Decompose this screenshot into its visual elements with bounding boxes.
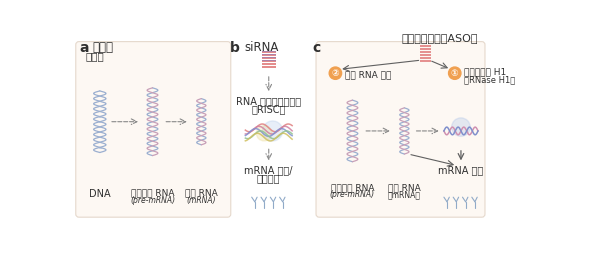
Text: 信使 RNA: 信使 RNA [185, 189, 218, 198]
Text: RNA 诱导沉默复合体: RNA 诱导沉默复合体 [236, 96, 301, 106]
Bar [262, 60, 276, 62]
Text: mRNA 降解/: mRNA 降解/ [245, 166, 293, 176]
Text: （RNase H1）: （RNase H1） [464, 76, 515, 85]
Text: 前体信使 RNA: 前体信使 RNA [331, 183, 374, 192]
Text: ②: ② [332, 69, 339, 78]
Circle shape [329, 67, 341, 79]
Text: 前体信使 RNA: 前体信使 RNA [131, 189, 174, 198]
FancyBboxPatch shape [316, 42, 485, 217]
Text: 信使 RNA: 信使 RNA [388, 183, 421, 192]
Bar [262, 63, 276, 64]
Bar [262, 66, 276, 68]
Text: 翻译抑制: 翻译抑制 [257, 173, 281, 183]
Bar [262, 54, 276, 56]
Text: b: b [230, 41, 240, 55]
Text: (pre-mRNA): (pre-mRNA) [130, 196, 175, 205]
Circle shape [263, 121, 283, 141]
Bar [420, 60, 431, 62]
Bar [262, 57, 276, 59]
Text: （mRNA）: （mRNA） [388, 190, 421, 199]
Circle shape [449, 67, 461, 79]
Bar [262, 63, 276, 65]
Bar [262, 57, 276, 58]
Text: c: c [312, 41, 320, 55]
Bar [420, 51, 431, 53]
Bar [420, 57, 431, 59]
Text: 调节 RNA 剪接: 调节 RNA 剪接 [346, 70, 392, 79]
Text: ①: ① [451, 69, 458, 78]
Bar [420, 48, 431, 50]
Text: （RISC）: （RISC） [251, 104, 286, 114]
Text: DNA: DNA [89, 189, 110, 199]
Text: 细胞核: 细胞核 [86, 52, 104, 62]
Text: (pre-mRNA): (pre-mRNA) [330, 190, 375, 199]
Bar [262, 60, 276, 61]
Text: 反义寡核苷酸（ASO）: 反义寡核苷酸（ASO） [401, 33, 478, 43]
Text: 细胞质: 细胞质 [92, 41, 113, 54]
Bar [420, 54, 431, 56]
Bar [262, 51, 276, 52]
Text: siRNA: siRNA [244, 41, 278, 54]
Bar [262, 51, 276, 53]
Text: a: a [80, 41, 89, 55]
Bar [420, 45, 431, 47]
Text: mRNA 降解: mRNA 降解 [439, 166, 484, 176]
FancyBboxPatch shape [76, 42, 231, 217]
Text: 核糖核酸酶 H1: 核糖核酸酶 H1 [464, 68, 506, 77]
Text: (mRNA): (mRNA) [187, 196, 216, 205]
Circle shape [256, 126, 272, 141]
Bar [262, 54, 276, 55]
Circle shape [452, 118, 470, 136]
